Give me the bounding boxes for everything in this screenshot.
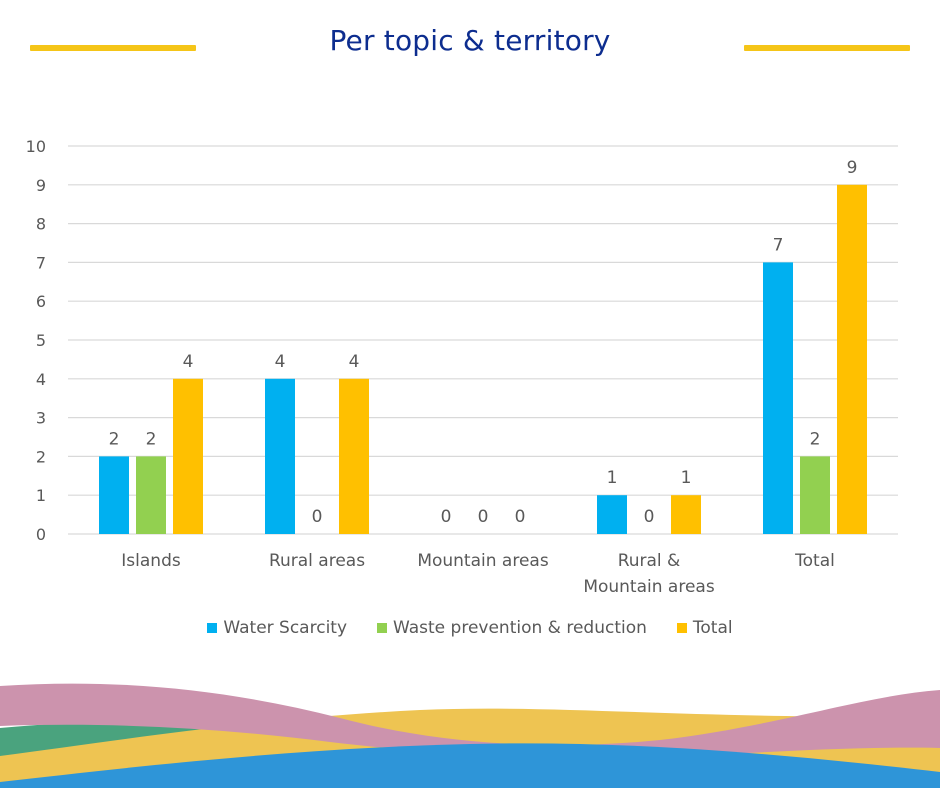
bar: [837, 184, 867, 535]
data-label: 2: [109, 429, 120, 449]
bar: [763, 262, 793, 534]
data-label: 9: [847, 158, 858, 178]
decorative-waves: [0, 683, 940, 788]
title-accent-line-right: [744, 45, 910, 51]
data-label: 1: [681, 468, 692, 488]
legend-item-waste-prevention: Waste prevention & reduction: [377, 618, 647, 638]
data-label: 0: [644, 507, 655, 527]
data-label: 2: [810, 429, 821, 449]
x-tick-label: Total: [794, 551, 835, 571]
bar: [800, 456, 830, 534]
bar: [136, 456, 166, 534]
bar: [173, 378, 203, 534]
data-label: 4: [349, 352, 360, 372]
y-tick-label: 9: [36, 176, 46, 195]
legend-label-total: Total: [692, 618, 733, 638]
bar: [265, 378, 295, 534]
bar: [339, 378, 369, 534]
y-tick-label: 8: [36, 215, 46, 234]
legend-swatch-total: [676, 623, 687, 633]
data-label: 7: [773, 235, 784, 255]
y-tick-label: 2: [36, 447, 46, 466]
legend-label-water: Water Scarcity: [223, 618, 348, 638]
data-label: 1: [607, 468, 618, 488]
title-bar: Per topic & territory: [0, 0, 940, 96]
data-label: 0: [312, 507, 323, 527]
data-label: 0: [515, 507, 526, 527]
y-tick-label: 4: [36, 370, 46, 389]
data-label: 4: [275, 352, 286, 372]
x-tick-label: Rural areas: [269, 551, 365, 571]
data-label: 0: [478, 507, 489, 527]
title-accent-line-left: [30, 45, 196, 51]
legend-item-total: Total: [676, 618, 733, 638]
y-tick-label: 7: [36, 253, 46, 272]
legend-swatch-water: [207, 623, 218, 633]
bar: [597, 495, 627, 534]
y-tick-label: 5: [36, 331, 46, 350]
bar: [99, 456, 129, 534]
y-tick-label: 6: [36, 292, 46, 311]
x-tick-label: Mountain areas: [583, 577, 715, 597]
data-label: 0: [441, 507, 452, 527]
x-tick-label: Rural &: [618, 551, 681, 571]
x-tick-label: Mountain areas: [417, 551, 549, 571]
data-label: 4: [183, 352, 194, 372]
legend-label-waste: Waste prevention & reduction: [393, 618, 647, 638]
data-label: 2: [146, 429, 157, 449]
legend-item-water-scarcity: Water Scarcity: [207, 618, 347, 638]
wave-pink: [0, 683, 940, 758]
y-tick-label: 10: [26, 137, 46, 156]
y-tick-label: 3: [36, 409, 46, 428]
y-tick-label: 0: [36, 525, 46, 544]
x-tick-label: Islands: [121, 551, 181, 571]
wave-blue: [0, 743, 940, 788]
y-tick-label: 1: [36, 486, 46, 505]
page-title: Per topic & territory: [329, 24, 611, 57]
chart-legend: Water Scarcity Waste prevention & reduct…: [0, 618, 940, 638]
bar: [671, 495, 701, 534]
legend-swatch-waste: [377, 623, 388, 633]
